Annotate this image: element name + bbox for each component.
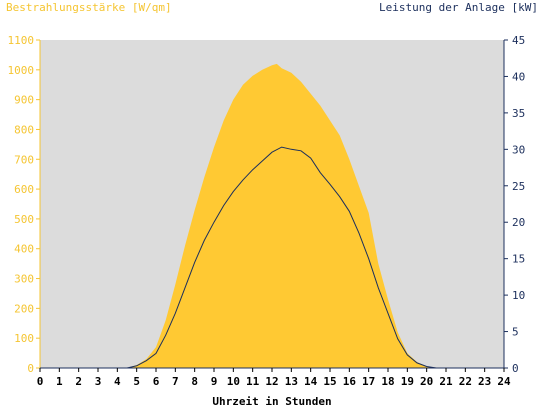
x-tick-label: 23 (478, 375, 491, 388)
x-tick-label: 6 (153, 375, 160, 388)
x-tick-label: 14 (304, 375, 318, 388)
right-tick-label: 10 (512, 289, 525, 302)
x-tick-label: 17 (362, 375, 375, 388)
x-tick-label: 15 (323, 375, 336, 388)
x-tick-label: 13 (285, 375, 298, 388)
right-tick-label: 35 (512, 107, 525, 120)
x-tick-label: 9 (211, 375, 218, 388)
right-tick-label: 40 (512, 70, 525, 83)
x-tick-label: 11 (246, 375, 260, 388)
x-tick-label: 5 (133, 375, 140, 388)
irradiance-area (40, 63, 504, 369)
x-tick-label: 0 (37, 375, 44, 388)
left-tick-label: 0 (27, 362, 34, 375)
x-tick-label: 16 (343, 375, 357, 388)
x-tick-label: 3 (95, 375, 102, 388)
x-tick-label: 4 (114, 375, 121, 388)
left-tick-label: 200 (14, 302, 34, 315)
right-tick-label: 20 (512, 216, 525, 229)
left-tick-label: 1000 (8, 64, 35, 77)
x-axis-label: Uhrzeit in Stunden (212, 395, 331, 408)
x-tick-label: 2 (75, 375, 82, 388)
left-tick-label: 1100 (8, 34, 35, 47)
right-axis-title: Leistung der Anlage [kW] (379, 1, 538, 14)
left-tick-label: 100 (14, 332, 34, 345)
x-tick-label: 8 (191, 375, 198, 388)
x-tick-label: 22 (459, 375, 472, 388)
left-tick-label: 800 (14, 123, 34, 136)
left-tick-label: 300 (14, 273, 34, 286)
right-tick-label: 30 (512, 143, 525, 156)
power-line (40, 146, 504, 369)
left-tick-label: 900 (14, 94, 34, 107)
x-tick-label: 18 (381, 375, 394, 388)
right-tick-label: 5 (512, 326, 519, 339)
x-tick-label: 12 (265, 375, 278, 388)
x-tick-label: 21 (439, 375, 453, 388)
right-tick-label: 0 (512, 362, 519, 375)
x-tick-label: 20 (420, 375, 433, 388)
left-tick-label: 700 (14, 153, 34, 166)
x-tick-label: 7 (172, 375, 179, 388)
right-tick-label: 45 (512, 34, 525, 47)
left-tick-label: 600 (14, 183, 34, 196)
x-tick-label: 19 (401, 375, 414, 388)
left-axis-title: Bestrahlungsstärke [W/qm] (6, 1, 172, 14)
x-tick-label: 24 (497, 375, 511, 388)
right-tick-label: 15 (512, 253, 525, 266)
right-tick-label: 25 (512, 180, 525, 193)
left-tick-label: 500 (14, 213, 34, 226)
x-tick-label: 1 (56, 375, 63, 388)
left-tick-label: 400 (14, 243, 34, 256)
x-tick-label: 10 (227, 375, 240, 388)
